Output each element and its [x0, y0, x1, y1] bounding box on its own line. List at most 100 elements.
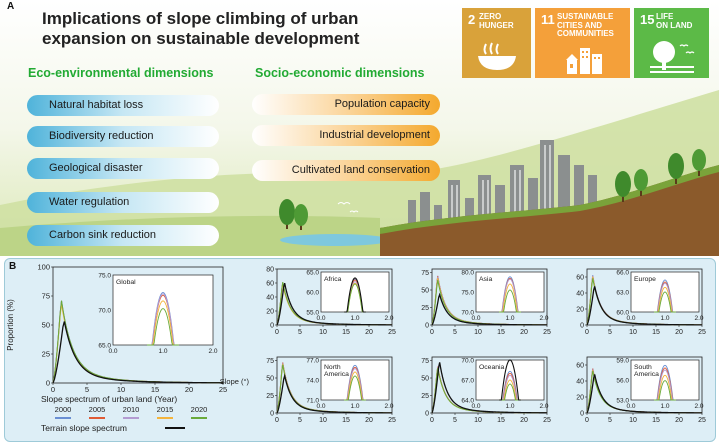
socio-item-cultivated-land: Cultivated land conservation: [252, 160, 440, 181]
eco-item-biodiversity: Biodiversity reduction: [27, 126, 219, 147]
x-tick-label: 15: [497, 329, 505, 336]
sdg-text-line: COMMUNITIES: [557, 29, 614, 38]
x-tick-label: 5: [608, 417, 612, 424]
sdg-text-line: ON LAND: [656, 20, 693, 30]
sdg-text-line: HUNGER: [479, 20, 514, 30]
x-tick-label: 0: [275, 417, 279, 424]
sdg-text: ZERO HUNGER: [479, 12, 514, 30]
y-tick-label: 60: [266, 281, 274, 288]
sdg-11-badge: 11 SUSTAINABLE CITIES AND COMMUNITIES: [535, 8, 630, 78]
inset-x-tick-label: 2.0: [694, 315, 703, 322]
chart-europe: 0 5 10 15 20 25 0 20 40 60: [576, 268, 706, 336]
inset-x-tick-label: 1.0: [158, 348, 167, 355]
x-tick-label: 0: [275, 329, 279, 336]
inset-x-tick-label: 1.0: [505, 315, 514, 322]
x-tick-label: 20: [520, 329, 528, 336]
inset-x-tick-label: 0.0: [108, 348, 117, 355]
y-tick-label: 60: [576, 275, 584, 282]
x-tick-label: 10: [629, 417, 637, 424]
x-tick-label: 15: [342, 329, 350, 336]
inset-series-line-2010: [147, 293, 179, 346]
legend-year-label: 2000: [55, 405, 72, 414]
sdg-text-line: LIFE: [656, 12, 674, 21]
x-tick-label: 25: [543, 329, 551, 336]
inset-y-tick-label: 80.0: [461, 269, 474, 276]
x-tick-label: 25: [698, 329, 706, 336]
x-tick-label: 25: [388, 417, 396, 424]
x-tick-label: 15: [497, 417, 505, 424]
inset-x-tick-label: 0.0: [471, 403, 480, 410]
inset-frame: [320, 271, 390, 313]
birds: [337, 202, 359, 213]
mountain-grass-top: [380, 165, 719, 234]
sdg-number: 11: [541, 12, 555, 27]
inset-x-tick-label: 0.0: [316, 315, 325, 322]
x-tick-label: 20: [185, 385, 193, 394]
inset-series-line-2020: [344, 283, 366, 313]
sdg-number: 2: [468, 12, 476, 27]
inset-y-tick-label: 75.0: [98, 272, 111, 279]
eco-dimensions-header: Eco-environmental dimensions: [28, 66, 214, 80]
inset-y-tick-label: 67.0: [461, 377, 474, 384]
inset-series-line-2010: [654, 369, 676, 401]
y-tick-label: 75: [266, 358, 274, 365]
inset-africa: 0.0 1.0 2.0 55.0 60.0 65.0 Africa: [306, 269, 394, 322]
inset-x-tick-label: 0.0: [626, 403, 635, 410]
y-tick-label: 0: [425, 323, 429, 330]
legend-terrain-label: Terrain slope spectrum: [41, 423, 127, 433]
legend-year-label: 2005: [89, 405, 106, 414]
inset-x-tick-label: 1.0: [660, 403, 669, 410]
x-tick-label: 0: [585, 417, 589, 424]
inset-frame: [630, 359, 700, 401]
panel-a-title: Implications of slope climbing of urban …: [42, 9, 359, 49]
inset-x-tick-label: 2.0: [539, 403, 548, 410]
y-tick-label: 75: [42, 292, 50, 301]
inset-frame: [112, 274, 214, 346]
x-tick-label: 15: [151, 385, 159, 394]
sdg-2-badge: 2 ZERO HUNGER: [462, 8, 531, 78]
inset-series-line-2010: [499, 278, 521, 313]
x-tick-label: 5: [453, 417, 457, 424]
x-axis-label: Slope (°): [220, 377, 250, 386]
inset-y-tick-label: 60.0: [616, 309, 629, 316]
y-tick-label: 50: [266, 376, 274, 383]
x-tick-label: 10: [319, 329, 327, 336]
x-tick-label: 10: [474, 329, 482, 336]
x-tick-label: 15: [652, 329, 660, 336]
y-tick-label: 25: [42, 350, 50, 359]
inset-x-tick-label: 2.0: [384, 403, 393, 410]
chart-global: 0 5 10 15 20 25 0 25 50 75 100: [37, 263, 227, 395]
inset-series-line-terrain: [344, 277, 366, 313]
inset-y-tick-label: 70.0: [461, 309, 474, 316]
inset-y-tick-label: 75.0: [461, 289, 474, 296]
x-tick-label: 25: [698, 417, 706, 424]
inset-y-tick-label: 65.0: [306, 269, 319, 276]
inset-y-tick-label: 66.0: [616, 269, 629, 276]
inset-series-line-2020: [147, 308, 179, 346]
inset-series-line-terrain: [499, 359, 521, 401]
inset-region-label: North: [324, 364, 341, 371]
sdg-text: SUSTAINABLE CITIES AND COMMUNITIES: [557, 12, 614, 39]
inset-europe: 0.0 1.0 2.0 60.0 63.0 66.0 Europe: [616, 269, 704, 322]
building-windows: [451, 145, 551, 225]
inset-x-tick-label: 1.0: [350, 315, 359, 322]
y-tick-label: 75: [421, 358, 429, 365]
series-line-terrain: [276, 373, 392, 414]
x-tick-label: 20: [675, 417, 683, 424]
inset-x-tick-label: 0.0: [626, 315, 635, 322]
inset-region-label: Europe: [634, 276, 656, 283]
y-tick-label: 40: [576, 291, 584, 298]
y-tick-label: 60: [576, 363, 584, 370]
inset-x-tick-label: 2.0: [208, 348, 217, 355]
legend-year-label: 2010: [123, 405, 140, 414]
inset-y-tick-label: 64.0: [461, 397, 474, 404]
panel-b-label: B: [9, 261, 17, 272]
lake: [280, 234, 390, 246]
legend-title: Slope spectrum of urban land (Year): [41, 394, 177, 404]
title-line-2: expansion on sustainable development: [42, 29, 360, 48]
y-tick-label: 50: [42, 321, 50, 330]
inset-series-line-2020: [654, 291, 676, 313]
inset-y-tick-label: 65.0: [98, 342, 111, 349]
y-tick-label: 100: [37, 263, 50, 272]
